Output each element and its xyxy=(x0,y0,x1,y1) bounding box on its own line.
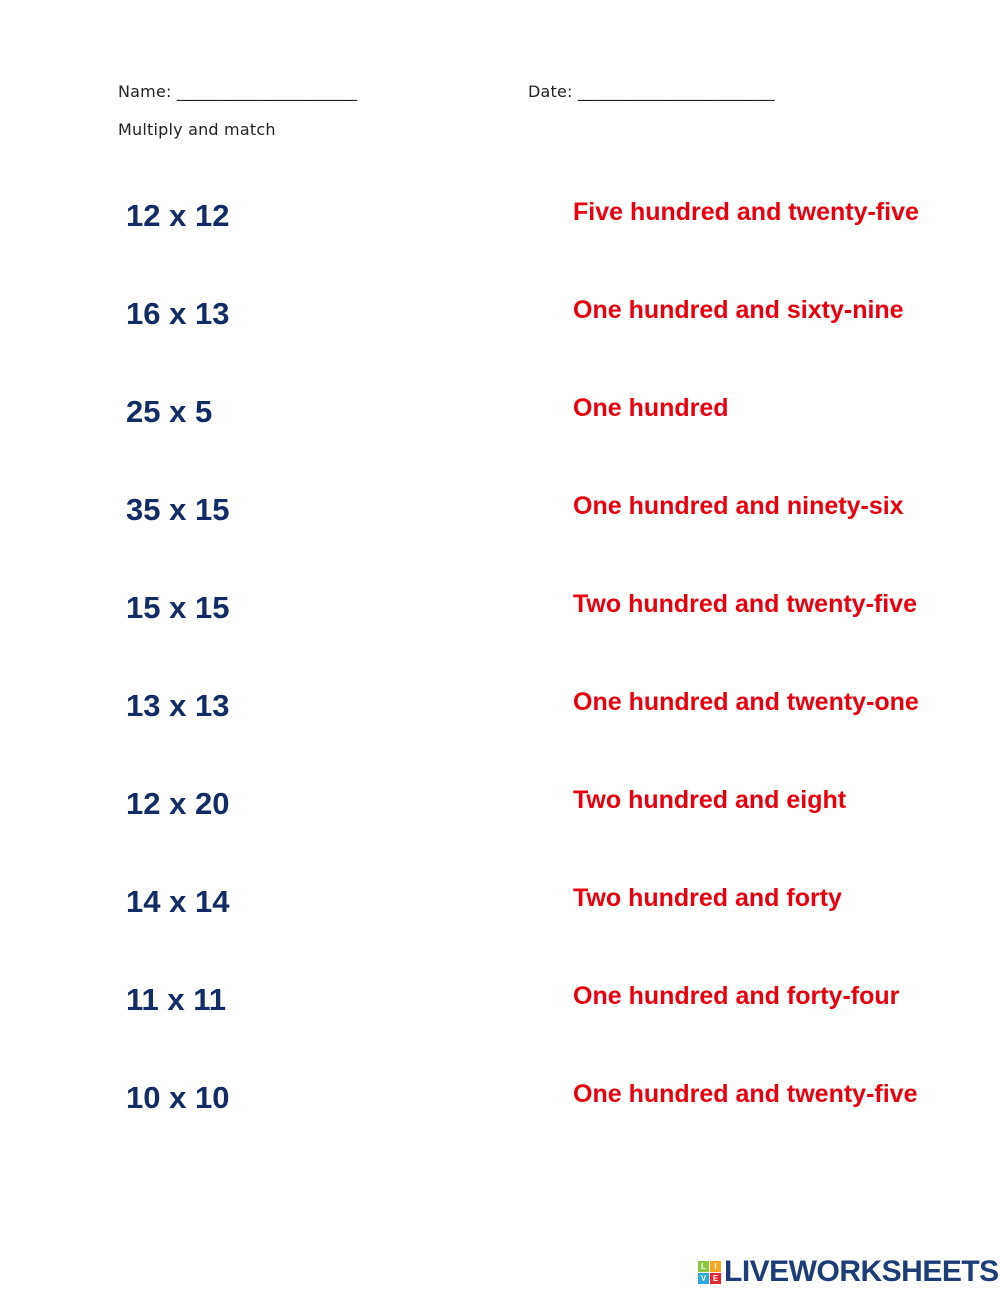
match-row: 12 x 12 Five hundred and twenty-five xyxy=(0,198,1000,296)
multiplication-problem: 35 x 15 xyxy=(126,492,230,527)
multiplication-problem: 12 x 12 xyxy=(126,198,230,233)
match-row: 14 x 14 Two hundred and forty xyxy=(0,884,1000,982)
multiplication-problem: 12 x 20 xyxy=(126,786,230,821)
answer-option[interactable]: Five hundred and twenty-five xyxy=(573,198,919,226)
multiplication-problem: 16 x 13 xyxy=(126,296,230,331)
name-field-label: Name: ______________________ xyxy=(118,82,358,101)
answer-option[interactable]: One hundred and forty-four xyxy=(573,982,900,1010)
instructions: Multiply and match xyxy=(118,120,276,139)
answer-option[interactable]: Two hundred and forty xyxy=(573,884,842,912)
date-field-label: Date: ________________________ xyxy=(528,82,775,101)
multiplication-problem: 15 x 15 xyxy=(126,590,230,625)
logo-text: LIVEWORKSHEETS xyxy=(724,1255,999,1288)
logo-block: I xyxy=(710,1260,721,1272)
match-row: 25 x 5 One hundred xyxy=(0,394,1000,492)
match-row: 13 x 13 One hundred and twenty-one xyxy=(0,688,1000,786)
answer-option[interactable]: One hundred and twenty-five xyxy=(573,1080,918,1108)
multiplication-problem: 10 x 10 xyxy=(126,1080,230,1115)
match-row: 35 x 15 One hundred and ninety-six xyxy=(0,492,1000,590)
answer-option[interactable]: Two hundred and eight xyxy=(573,786,847,814)
match-row: 11 x 11 One hundred and forty-four xyxy=(0,982,1000,1080)
answer-option[interactable]: Two hundred and twenty-five xyxy=(573,590,917,618)
logo-block: L xyxy=(698,1260,709,1272)
multiplication-problem: 25 x 5 xyxy=(126,394,213,429)
answer-option[interactable]: One hundred and ninety-six xyxy=(573,492,904,520)
multiplication-problem: 14 x 14 xyxy=(126,884,230,919)
answer-option[interactable]: One hundred and twenty-one xyxy=(573,688,919,716)
multiplication-problem: 11 x 11 xyxy=(126,982,227,1017)
multiplication-problem: 13 x 13 xyxy=(126,688,230,723)
logo-block: V xyxy=(698,1272,709,1284)
match-row: 12 x 20 Two hundred and eight xyxy=(0,786,1000,884)
match-row: 16 x 13 One hundred and sixty-nine xyxy=(0,296,1000,394)
logo-block: E xyxy=(710,1272,721,1284)
answer-option[interactable]: One hundred xyxy=(573,394,729,422)
match-row: 10 x 10 One hundred and twenty-five xyxy=(0,1080,1000,1178)
match-row: 15 x 15 Two hundred and twenty-five xyxy=(0,590,1000,688)
answer-option[interactable]: One hundred and sixty-nine xyxy=(573,296,904,324)
